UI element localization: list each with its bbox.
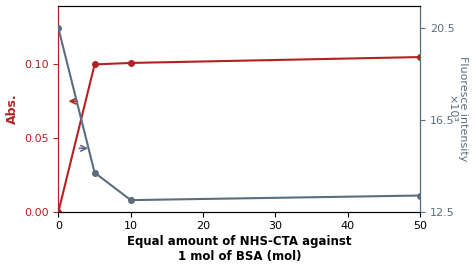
Y-axis label: Fluoresce intensity
×10³: Fluoresce intensity ×10³: [447, 56, 468, 161]
Y-axis label: Abs.: Abs.: [6, 93, 18, 124]
X-axis label: Equal amount of NHS-CTA against
1 mol of BSA (mol): Equal amount of NHS-CTA against 1 mol of…: [127, 235, 352, 263]
